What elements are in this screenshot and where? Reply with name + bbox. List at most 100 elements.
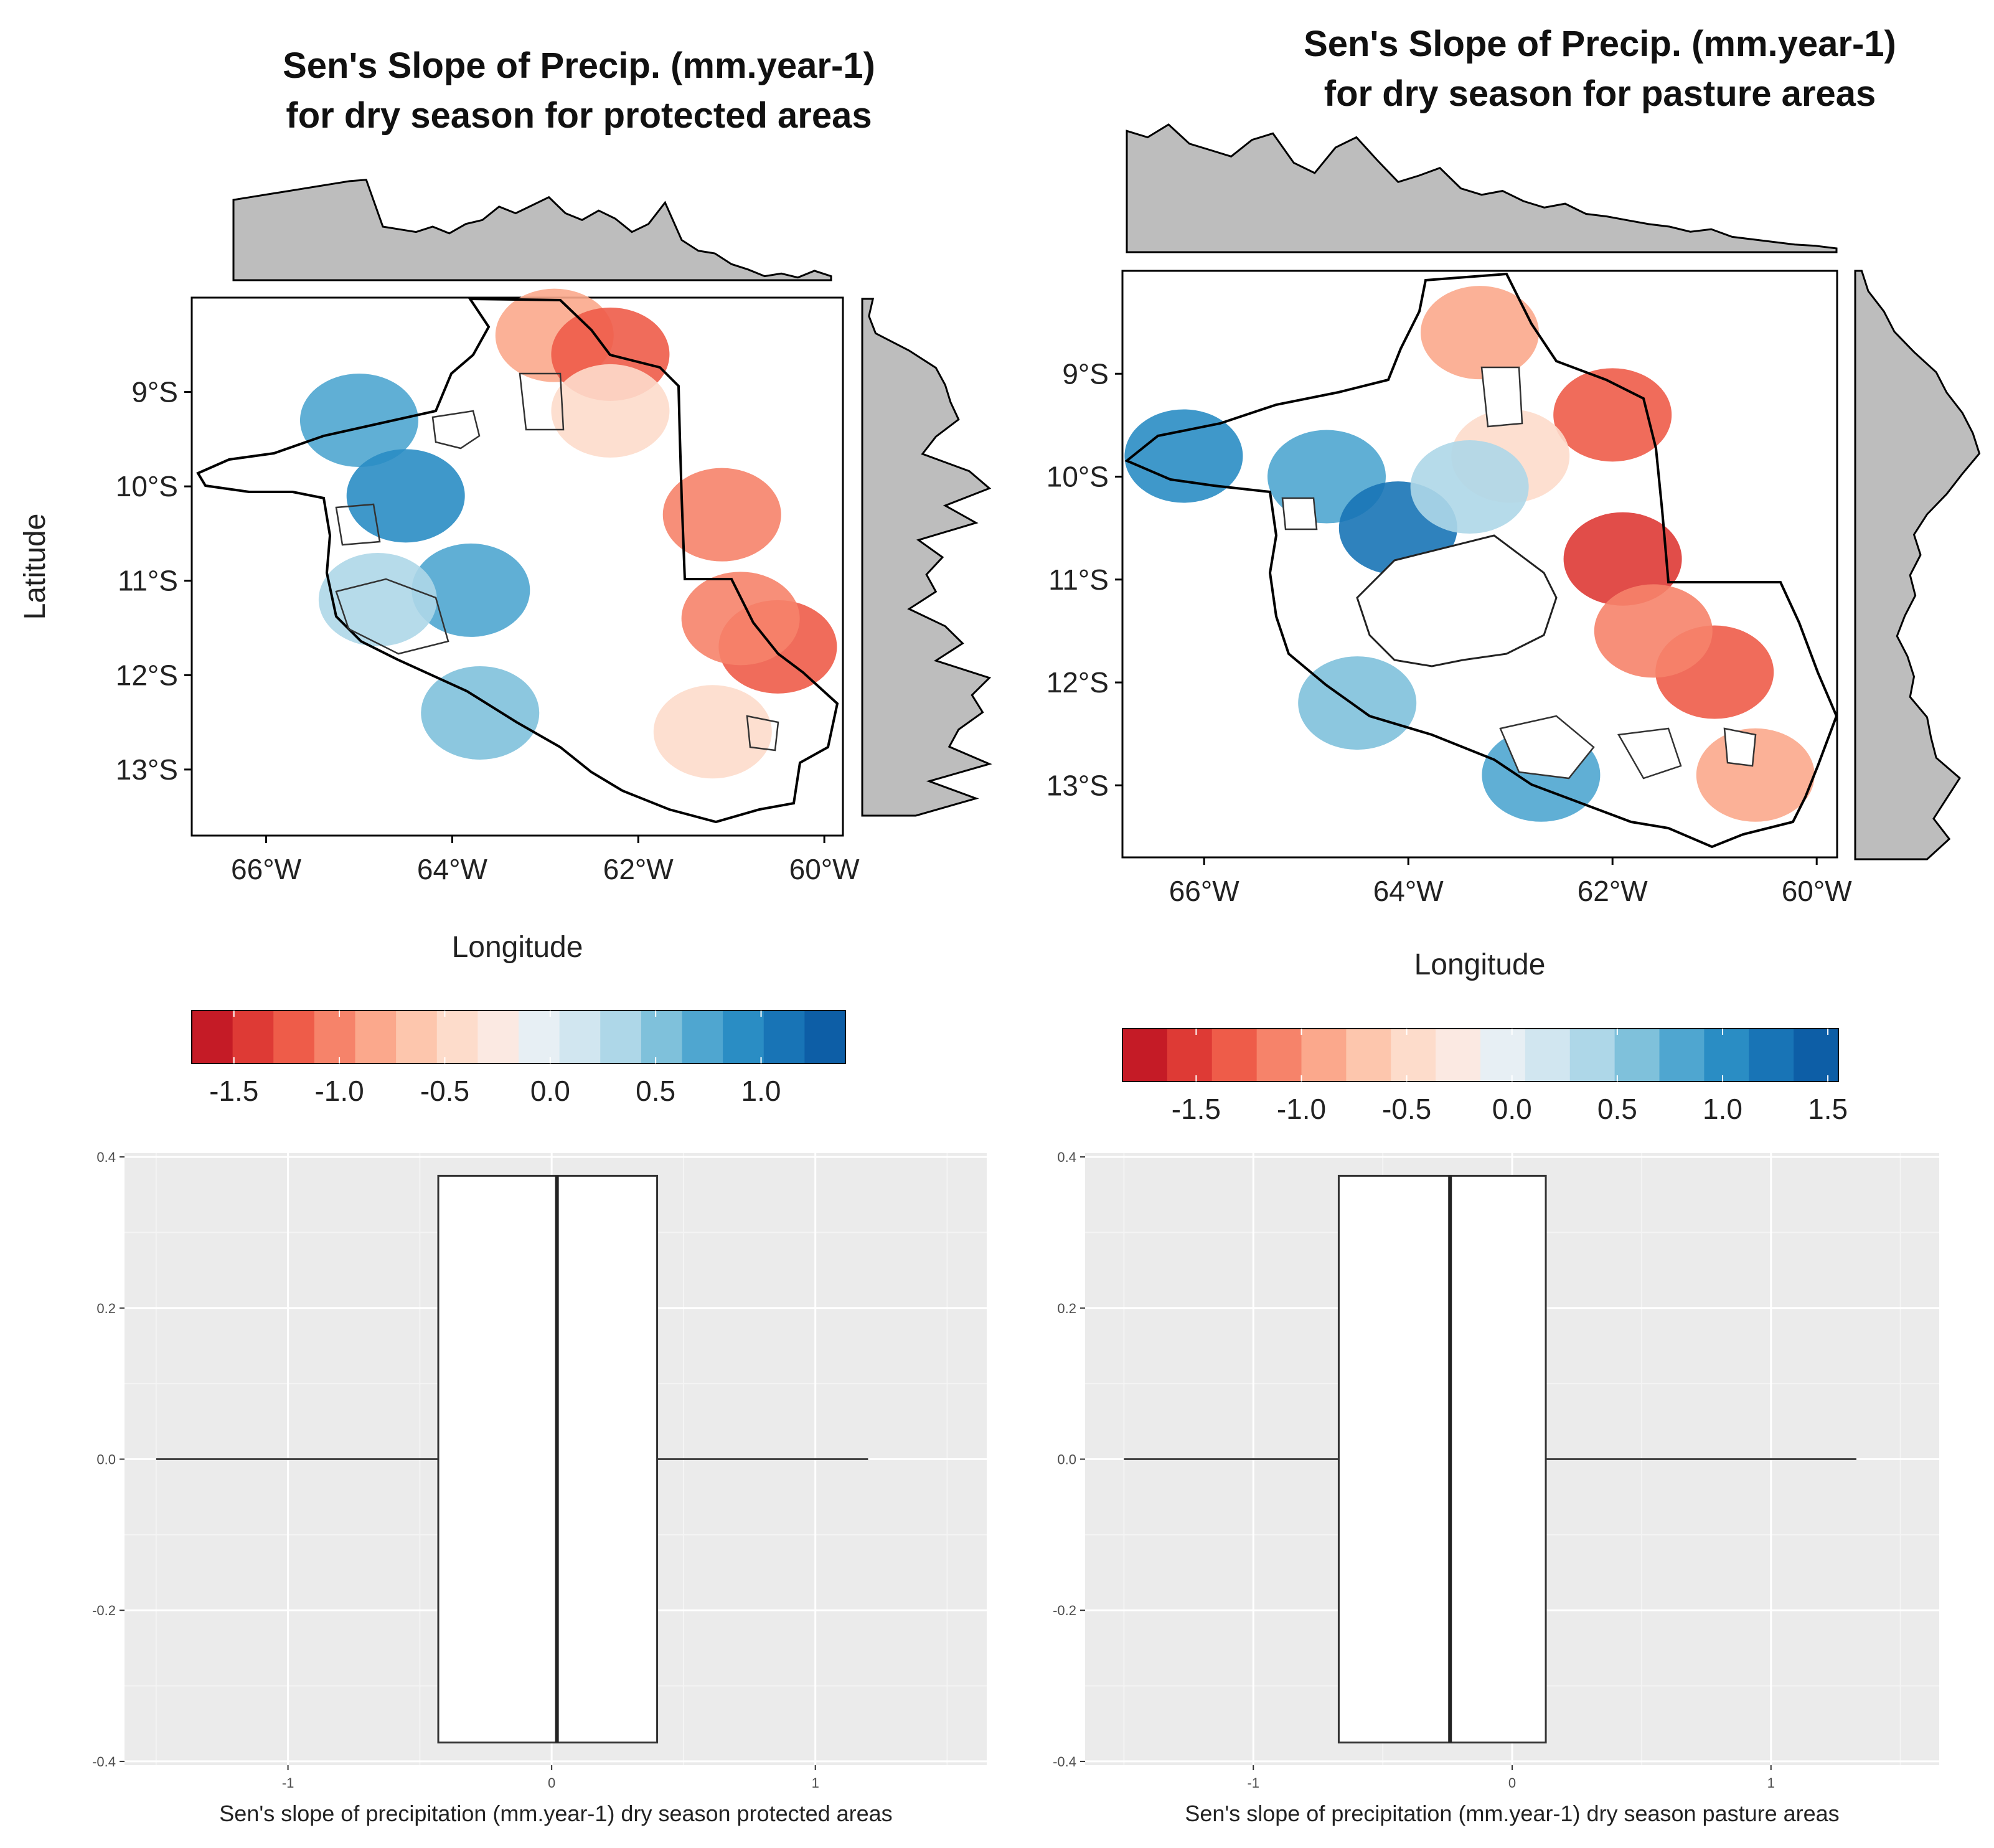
map-cell-patch-7 (318, 553, 437, 647)
colorbar-swatch-13 (723, 1011, 764, 1063)
left-state-boundary (196, 297, 839, 824)
left-right-marginal-density (861, 298, 992, 817)
colorbar-swatch-11 (641, 1011, 682, 1063)
right-map-plot-frame (1121, 270, 1838, 859)
map-y-tick-label: 13°S (116, 753, 178, 786)
colorbar-tick-label: 0.5 (636, 1075, 675, 1107)
left-map-x-axis-label: Longitude (452, 931, 583, 964)
left-reserve-outline-a (431, 410, 481, 450)
right-density-area (1854, 270, 1981, 860)
map-x-tick-label: 64°W (417, 853, 488, 885)
map-x-tick-label: 60°W (1782, 875, 1853, 907)
boxplot-y-tick-label: -0.2 (92, 1603, 116, 1618)
map-cell-patch-6 (411, 543, 530, 637)
right-boxplot-ticks: -1 0 1 0.4 0.2 0.0 -0.2 -0.4 (1053, 1149, 1775, 1791)
colorbar-swatch-13 (1704, 1029, 1749, 1082)
boxplot-x-tick-label: 1 (812, 1775, 819, 1791)
boxplot-x-tick-label: 0 (548, 1775, 555, 1791)
left-map-title-line1: Sen's Slope of Precip. (mm.year-1) (283, 45, 875, 86)
right-boxplot-box (1124, 1174, 1856, 1744)
right-state-boundary (1124, 272, 1838, 849)
colorbar-swatch-4 (355, 1011, 397, 1063)
left-reserve-outline-d (746, 715, 779, 752)
colorbar-swatch-2 (273, 1011, 315, 1063)
colorbar-swatch-2 (1211, 1029, 1258, 1082)
colorbar-swatch-15 (804, 1011, 846, 1063)
map-x-tick-label: 66°W (231, 853, 302, 885)
left-boxplot-ticks: -1 0 1 0.4 0.2 0.0 -0.2 -0.4 (92, 1149, 819, 1791)
left-map-x-ticks: 66°W 64°W 62°W 60°W (231, 836, 860, 885)
map-cell-patch-5 (346, 449, 465, 543)
right-reserve-outline-a (1480, 366, 1523, 428)
right-boxplot-x-axis-label: Sen's slope of precipitation (mm.year-1)… (1185, 1801, 1839, 1826)
colorbar-tick-label: 0.0 (530, 1075, 570, 1107)
boxplot-y-tick-label: -0.4 (1053, 1754, 1076, 1770)
right-reserve-outline-c (1723, 727, 1757, 767)
map-cell-patch-3 (1124, 409, 1243, 503)
colorbar-tick-label: -0.5 (420, 1075, 469, 1107)
colorbar-tick-label: -0.5 (1382, 1093, 1431, 1125)
colorbar-swatch-1 (232, 1011, 274, 1063)
map-cell-patch-10 (681, 572, 800, 666)
map-cell-patch-3 (662, 468, 781, 562)
colorbar-tick-label: -1.5 (1172, 1093, 1221, 1125)
map-y-tick-label: 13°S (1046, 769, 1109, 801)
colorbar-swatch-4 (1301, 1029, 1347, 1082)
right-map-y-ticks: 9°S 10°S 11°S 12°S 13°S (1046, 357, 1122, 801)
colorbar-tick-label: 1.5 (1808, 1093, 1848, 1125)
colorbar-tick-label: 0.0 (1492, 1093, 1532, 1125)
colorbar-frame (191, 1010, 846, 1064)
map-y-tick-label: 10°S (116, 470, 178, 502)
colorbar-swatch-5 (396, 1011, 438, 1063)
left-boxplot-box (156, 1174, 868, 1744)
interquartile-box (1337, 1174, 1547, 1744)
right-density-area (861, 298, 992, 817)
colorbar-swatch-0 (1122, 1029, 1168, 1082)
boxplot-y-tick-label: 0.0 (96, 1452, 116, 1468)
boxplot-y-tick-label: -0.4 (92, 1754, 116, 1770)
map-cell-patch-11 (653, 685, 772, 779)
colorbar-swatch-3 (1256, 1029, 1302, 1082)
colorbar-swatch-5 (1346, 1029, 1391, 1082)
right-right-marginal-density (1854, 270, 1981, 860)
right-map-figure: Sen's Slope of Precip. (mm.year-1) for d… (1046, 24, 1981, 1125)
colorbar-swatch-3 (314, 1011, 355, 1063)
left-boxplot: -1 0 1 0.4 0.2 0.0 -0.2 -0.4 Sen's slope of pre… (92, 1149, 987, 1826)
colorbar-swatch-7 (477, 1011, 519, 1063)
colorbar-swatch-11 (1614, 1029, 1660, 1082)
right-nonpasture-area (1356, 534, 1558, 667)
top-density-area (232, 179, 832, 281)
right-colorbar: -1.5 -1.0 -0.5 0.0 0.5 1.0 1.5 (1122, 1028, 1848, 1125)
colorbar-swatch-14 (763, 1011, 805, 1063)
left-reserve-outline-c (335, 503, 381, 546)
boxplot-y-tick-label: 0.2 (96, 1301, 116, 1316)
boxplot-y-tick-label: -0.2 (1053, 1603, 1076, 1618)
map-y-tick-label: 12°S (1046, 666, 1109, 699)
map-cell-patch-1 (1553, 368, 1672, 462)
boxplot-x-tick-label: 0 (1508, 1775, 1516, 1791)
map-y-tick-label: 9°S (131, 376, 178, 408)
right-boxplot: -1 0 1 0.4 0.2 0.0 -0.2 -0.4 Sen's slope of pre… (1053, 1149, 1939, 1826)
left-map-figure: Sen's Slope of Precip. (mm.year-1) for d… (19, 45, 992, 1107)
right-map-title-line1: Sen's Slope of Precip. (mm.year-1) (1304, 24, 1896, 64)
map-cell-patch-11 (1298, 656, 1417, 750)
boxplot-y-tick-label: 0.4 (1057, 1149, 1076, 1165)
map-cell-patch-8 (421, 666, 540, 760)
map-cell-patch-2 (551, 364, 670, 458)
map-cell-patch-4 (299, 374, 418, 468)
colorbar-swatch-8 (1480, 1029, 1526, 1082)
right-reserve-outline-b (1281, 497, 1318, 530)
colorbar-tick-label: -1.5 (209, 1075, 258, 1107)
map-y-tick-label: 9°S (1062, 357, 1109, 390)
map-y-tick-label: 11°S (1048, 563, 1109, 596)
map-x-tick-label: 60°W (789, 853, 860, 885)
right-map-title-line2: for dry season for pasture areas (1324, 73, 1876, 114)
right-map-x-axis-label: Longitude (1414, 948, 1546, 981)
map-y-tick-label: 12°S (116, 659, 178, 691)
boxplot-x-tick-label: 1 (1767, 1775, 1775, 1791)
map-y-tick-label: 11°S (118, 565, 178, 597)
boxplot-x-tick-label: -1 (282, 1775, 294, 1791)
colorbar-swatch-12 (1659, 1029, 1705, 1082)
colorbar-swatch-12 (682, 1011, 723, 1063)
left-colorbar: -1.5 -1.0 -0.5 0.0 0.5 1.0 (191, 1010, 846, 1107)
